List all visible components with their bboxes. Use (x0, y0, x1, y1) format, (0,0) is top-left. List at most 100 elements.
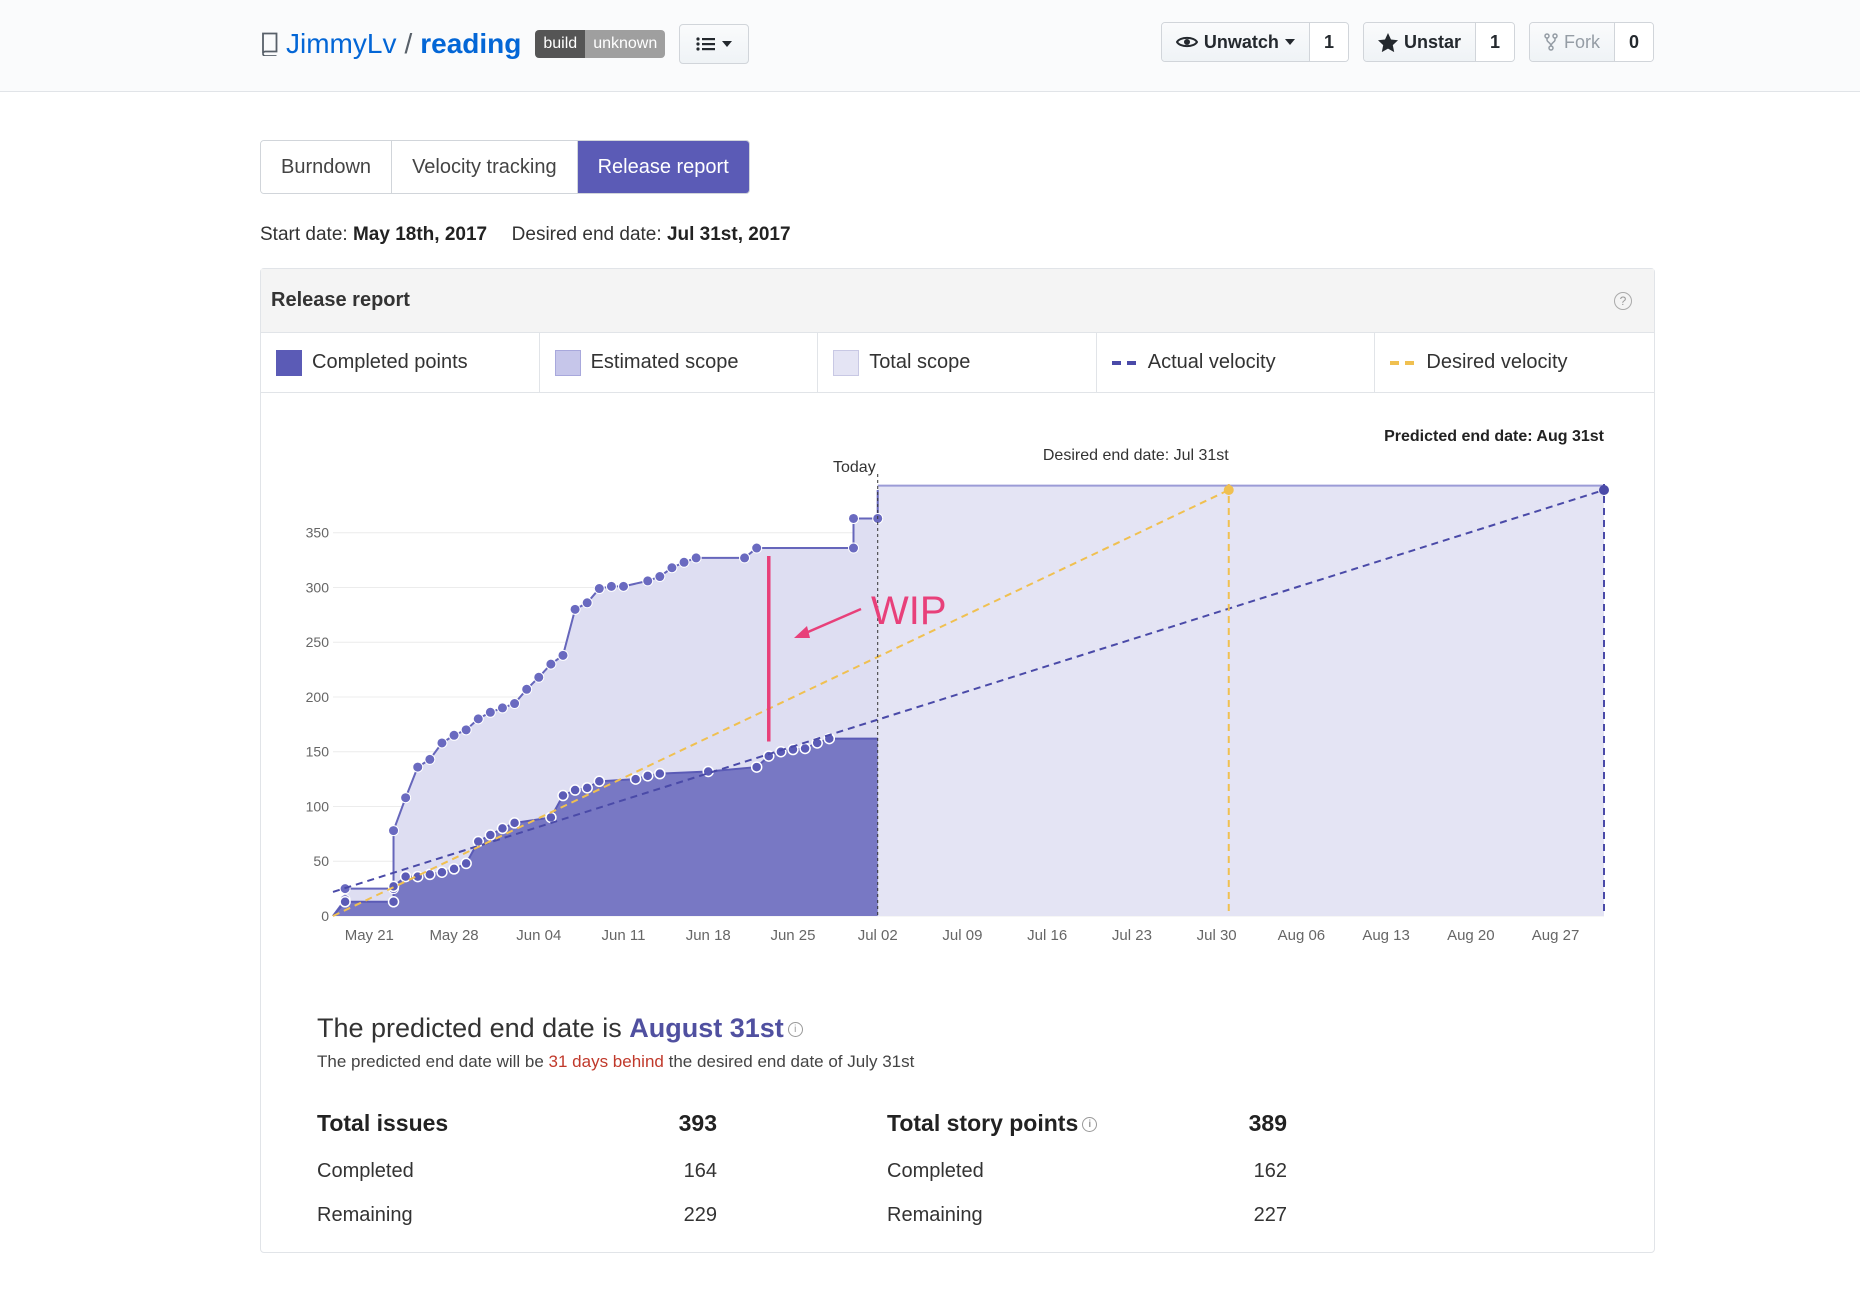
tab-release-report[interactable]: Release report (577, 141, 749, 193)
fork-button[interactable]: Fork (1529, 23, 1615, 61)
star-icon (1377, 32, 1398, 52)
today-label: Today (833, 459, 876, 476)
completed-point (787, 743, 799, 756)
stat-value: 227 (1253, 1203, 1287, 1226)
completed-point (387, 896, 400, 908)
stat-label: Total story points i (887, 1110, 1187, 1137)
start-date-value: May 18th, 2017 (352, 224, 488, 245)
scope-point (460, 724, 472, 736)
scope-point (496, 702, 508, 714)
scope-point (557, 649, 569, 661)
legend-swatch (1111, 360, 1138, 365)
stat-label: Remaining (317, 1203, 413, 1226)
unwatch-button[interactable]: Unwatch (1161, 23, 1310, 61)
completed-point (399, 870, 412, 883)
y-tick-label: 0 (321, 908, 329, 924)
scope-point (424, 753, 436, 765)
stats-table: Total issues 393 Completed 164 Remaining… (317, 1097, 1457, 1237)
legend-actual-velocity[interactable]: Actual velocity (1097, 333, 1376, 392)
wip-arrow-head (794, 626, 810, 638)
wip-arrow-line (800, 607, 862, 637)
x-tick-label: Aug 27 (1532, 927, 1580, 944)
scope-point (848, 542, 860, 554)
unstar-button[interactable]: Unstar (1363, 23, 1476, 61)
y-tick-label: 200 (306, 689, 330, 705)
x-tick-label: Jul 09 (942, 927, 982, 944)
repo-separator: / (404, 28, 413, 59)
legend-total-scope[interactable]: Total scope (818, 333, 1097, 392)
release-report-panel: Release report ? Completed points Estima… (260, 268, 1655, 1253)
y-tick-label: 50 (313, 853, 329, 869)
scope-point (751, 542, 763, 554)
legend-completed-points[interactable]: Completed points (261, 333, 540, 392)
desired-end-label: Desired end date: Jul 31st (1043, 447, 1229, 464)
issues-stats: Total issues 393 Completed 164 Remaining… (317, 1097, 887, 1237)
stat-value: 389 (1248, 1109, 1287, 1136)
legend-label: Total scope (869, 351, 971, 373)
scope-point (618, 580, 630, 592)
actual-velocity-line (332, 489, 1605, 893)
scope-point (436, 737, 448, 749)
y-tick-label: 150 (306, 744, 330, 760)
star-count[interactable]: 1 (1475, 23, 1514, 61)
legend-swatch (554, 349, 581, 376)
completed-point (508, 817, 521, 829)
stat-row: Total issues 393 (317, 1097, 887, 1149)
badge-status: unknown (585, 30, 666, 58)
info-icon[interactable]: i (787, 1022, 803, 1038)
repo-actions: Unwatch 1 Unstar 1 Fork (1160, 22, 1654, 62)
scope-point (484, 706, 496, 718)
help-icon[interactable]: ? (1614, 291, 1632, 310)
x-tick-label: Jun 25 (770, 927, 815, 944)
x-tick-label: May 28 (429, 927, 478, 944)
predicted-end-point (1599, 485, 1609, 495)
scope-point (848, 512, 860, 524)
x-tick-label: Aug 06 (1278, 927, 1326, 944)
x-tick-label: Jun 04 (516, 927, 561, 944)
scope-point (739, 552, 751, 564)
scope-point (569, 603, 581, 615)
tab-velocity-tracking[interactable]: Velocity tracking (392, 141, 578, 193)
legend-estimated-scope[interactable]: Estimated scope (540, 333, 819, 392)
scope-point (412, 761, 424, 773)
prediction-title: The predicted end date is August 31st i (317, 1013, 1617, 1044)
list-icon (696, 37, 716, 51)
completed-point (799, 742, 811, 755)
stat-value: 164 (683, 1159, 717, 1182)
desired-velocity-line (332, 489, 1230, 917)
stat-value: 162 (1253, 1159, 1287, 1182)
predicted-date: August 31st (629, 1013, 784, 1043)
fork-count[interactable]: 0 (1614, 23, 1653, 61)
stat-label: Completed (887, 1159, 984, 1182)
stat-value: 393 (678, 1109, 717, 1136)
info-icon[interactable]: i (1082, 1116, 1098, 1132)
stat-row: Total story points i 389 (887, 1097, 1457, 1149)
completed-point (484, 829, 497, 841)
stat-label: Completed (317, 1159, 414, 1182)
scope-point (593, 583, 605, 595)
y-tick-label: 350 (306, 525, 330, 541)
stat-label: Remaining (887, 1203, 983, 1226)
repo-header: JimmyLv / reading build unknown Unwatch (0, 0, 1860, 92)
x-tick-label: Jul 30 (1197, 927, 1237, 944)
scope-point (472, 713, 484, 725)
y-tick-label: 300 (306, 579, 330, 595)
prediction-summary: The predicted end date is August 31st i T… (317, 1013, 1617, 1072)
repo-name-link[interactable]: reading (420, 28, 522, 59)
tab-burndown[interactable]: Burndown (261, 141, 393, 193)
stat-label-text: Total story points (887, 1109, 1079, 1136)
x-tick-label: Jul 02 (858, 927, 898, 944)
repo-owner-link[interactable]: JimmyLv (286, 28, 397, 59)
caret-down-icon (1284, 39, 1295, 45)
list-menu-button[interactable] (679, 24, 750, 64)
date-info: Start date: May 18th, 2017 Desired end d… (260, 224, 791, 246)
build-badge[interactable]: build unknown (535, 30, 666, 58)
repo-title: JimmyLv / reading build unknown (260, 24, 750, 64)
legend-desired-velocity[interactable]: Desired velocity (1375, 333, 1654, 392)
fork-label: Fork (1563, 31, 1600, 52)
scope-point (533, 671, 545, 683)
legend-label: Desired velocity (1426, 351, 1568, 373)
x-tick-label: Jul 23 (1112, 927, 1152, 944)
points-stats: Total story points i 389 Completed 162 Re… (887, 1097, 1457, 1237)
watch-count[interactable]: 1 (1309, 23, 1348, 61)
